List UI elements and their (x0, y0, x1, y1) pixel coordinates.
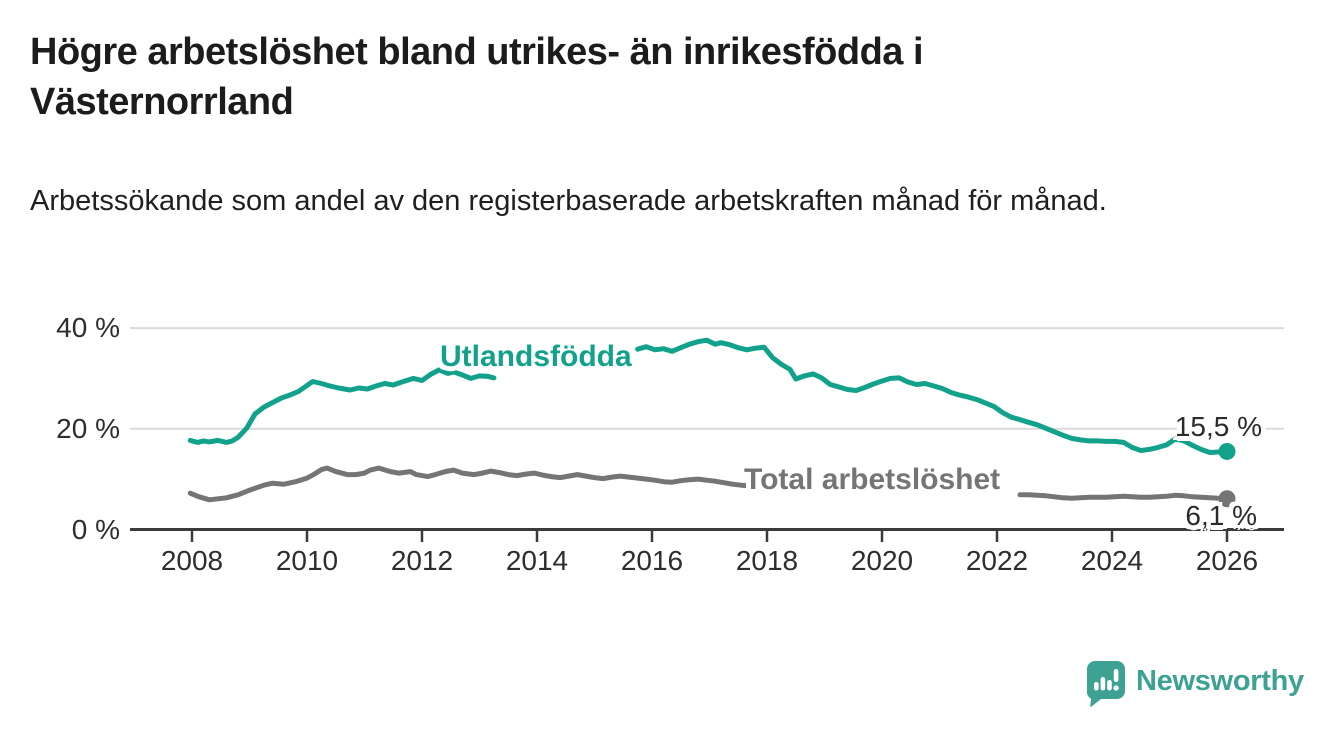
page-subtitle: Arbetssökande som andel av den registerb… (30, 185, 1107, 217)
chart-series (187, 337, 1236, 508)
y-axis-tick-label: 0 % (71, 513, 120, 545)
series-end-dot-total (1218, 490, 1236, 508)
series-line-total (1017, 492, 1230, 502)
series-label-total-arbetsloshet: Total arbetslöshet (744, 463, 1001, 496)
series-line-utlandsfodda (635, 337, 1230, 455)
x-axis-tick-label: 2022 (965, 545, 1029, 576)
end-value-label-utlandsfodda: 15,5 % (1174, 411, 1262, 442)
end-value-label-total: 6,1 % (1185, 500, 1257, 531)
x-axis-tick-label: 2010 (275, 545, 339, 576)
x-axis-tick-label: 2014 (505, 545, 569, 576)
newsworthy-wordmark: Newsworthy (1136, 665, 1304, 697)
series-end-dot-utlandsfodda (1218, 442, 1236, 460)
y-axis-tick-label: 40 % (56, 312, 120, 344)
x-axis-tick-label: 2020 (850, 545, 914, 576)
newsworthy-speech-bubble-chart-icon (1087, 661, 1125, 707)
y-axis-tick-label: 20 % (56, 412, 120, 444)
x-axis-tick-label: 2026 (1195, 545, 1259, 576)
x-axis-tick-label: 2016 (620, 545, 684, 576)
series-line-utlandsfodda (187, 367, 497, 445)
series-line-total (187, 465, 753, 503)
x-axis-tick-label: 2018 (735, 545, 799, 576)
x-axis-tick-label: 2008 (160, 545, 224, 576)
x-axis-tick-label: 2012 (390, 545, 454, 576)
series-label-utlandsfodda: Utlandsfödda (440, 340, 632, 373)
x-axis-tick-label: 2024 (1080, 545, 1144, 576)
newsworthy-logo: Newsworthy (1087, 661, 1304, 707)
page-title: Högre arbetslöshet bland utrikes- än inr… (30, 31, 924, 123)
chart-grid (130, 327, 1284, 542)
